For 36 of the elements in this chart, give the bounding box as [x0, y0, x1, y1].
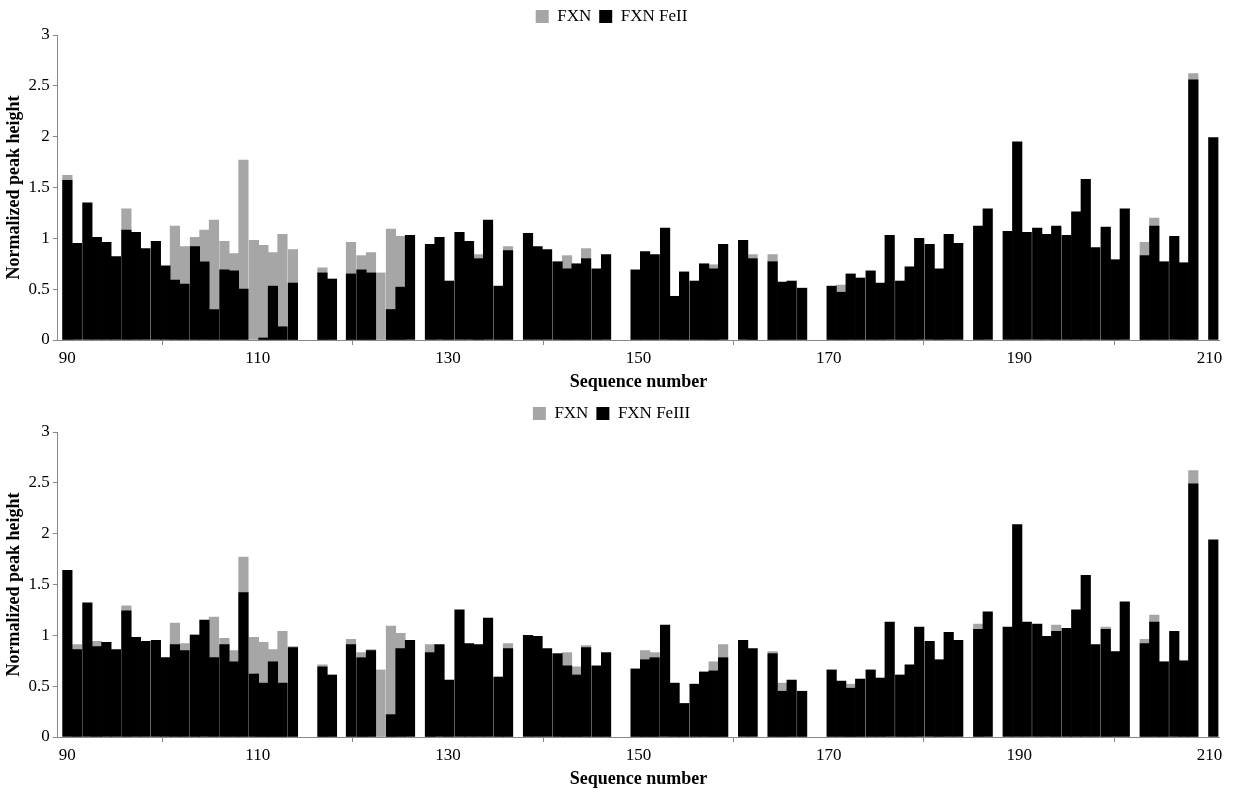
legend-label: FXN FeII: [620, 5, 688, 25]
x-tick-label: 90: [58, 347, 76, 367]
y-tick-label: 2: [41, 523, 50, 543]
y-tick-label: 0.5: [28, 278, 50, 298]
y-tick-label: 3: [41, 24, 50, 44]
x-tick-label: 170: [816, 347, 842, 367]
x-axis-title: Sequence number: [569, 370, 708, 391]
y-axis-title: Normalized peak height: [3, 492, 24, 677]
legend-label: FXN FeIII: [617, 402, 691, 422]
x-axis-title: Sequence number: [569, 767, 708, 788]
y-tick-label: 0: [41, 329, 50, 349]
y-tick-label: 1: [41, 624, 50, 644]
y-tick-label: 2.5: [28, 75, 50, 95]
y-tick-label: 2.5: [28, 472, 50, 492]
x-tick-label: 210: [1196, 347, 1223, 367]
x-tick-label: 110: [245, 347, 271, 367]
legend-label: FXN: [557, 5, 592, 25]
y-tick-label: 3: [41, 421, 50, 441]
x-tick-label: 110: [245, 744, 271, 764]
y-tick-label: 1: [41, 227, 50, 247]
legend-label: FXN: [554, 402, 589, 422]
y-tick-label: 1.5: [28, 573, 50, 593]
x-tick-label: 190: [1006, 744, 1032, 764]
x-tick-label: 150: [625, 744, 652, 764]
x-tick-label: 130: [435, 347, 461, 367]
x-tick-label: 170: [816, 744, 842, 764]
y-tick-label: 1.5: [28, 176, 50, 196]
y-tick-label: 0.5: [28, 675, 50, 695]
x-tick-label: 190: [1006, 347, 1032, 367]
x-tick-label: 130: [435, 744, 461, 764]
x-tick-label: 90: [58, 744, 76, 764]
y-tick-label: 0: [41, 726, 50, 746]
y-tick-label: 2: [41, 126, 50, 146]
y-axis-title: Normalized peak height: [3, 95, 24, 280]
x-tick-label: 150: [625, 347, 652, 367]
x-tick-label: 210: [1196, 744, 1223, 764]
